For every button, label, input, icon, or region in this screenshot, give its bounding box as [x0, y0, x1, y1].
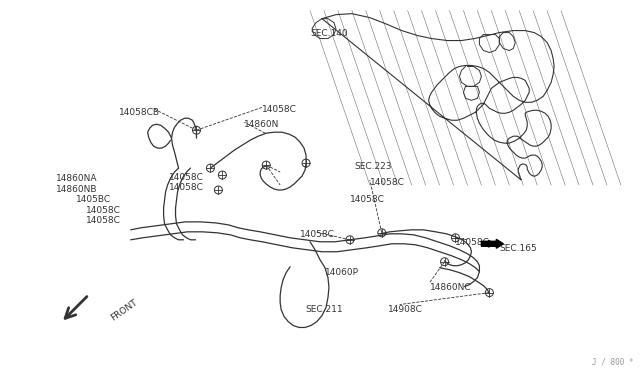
- Text: 14860NC: 14860NC: [429, 283, 471, 292]
- Text: 14908C: 14908C: [388, 305, 422, 314]
- Text: SEC.211: SEC.211: [305, 305, 342, 314]
- Text: 1405BC: 1405BC: [76, 195, 111, 204]
- Text: 14860NB: 14860NB: [56, 185, 97, 194]
- Text: SEC.223: SEC.223: [355, 162, 392, 171]
- Text: 14058C: 14058C: [168, 173, 204, 182]
- Text: 14058C: 14058C: [168, 183, 204, 192]
- Text: J / 800 *: J / 800 *: [592, 357, 634, 366]
- Text: 14058C: 14058C: [300, 230, 335, 239]
- Text: SEC.140: SEC.140: [310, 29, 348, 38]
- FancyArrow shape: [481, 239, 503, 248]
- Text: 14058C: 14058C: [350, 195, 385, 204]
- Text: 14058C: 14058C: [86, 216, 121, 225]
- Text: SEC.165: SEC.165: [499, 244, 537, 253]
- Text: 14060P: 14060P: [325, 268, 359, 277]
- Text: 14058C: 14058C: [454, 238, 490, 247]
- Text: 14058C: 14058C: [86, 206, 121, 215]
- Text: FRONT: FRONT: [109, 298, 139, 323]
- Text: 14860N: 14860N: [244, 120, 280, 129]
- Text: 14058C: 14058C: [370, 178, 404, 187]
- Text: 14860NA: 14860NA: [56, 174, 97, 183]
- Polygon shape: [322, 14, 554, 180]
- Text: 14058C: 14058C: [262, 105, 297, 114]
- Text: 14058CB: 14058CB: [119, 108, 160, 117]
